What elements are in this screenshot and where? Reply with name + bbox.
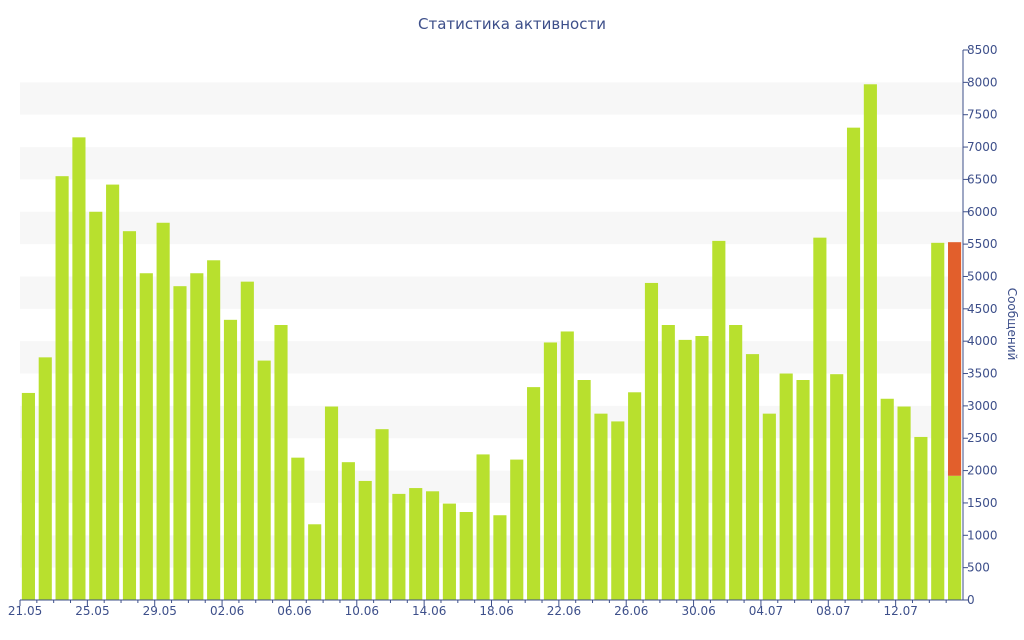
bar [173, 286, 187, 600]
x-tick-label: 14.06 [412, 604, 446, 618]
x-tick-label: 29.05 [143, 604, 177, 618]
bar [139, 273, 153, 600]
bar [611, 421, 625, 600]
y-tick-label: 3000 [967, 399, 998, 413]
bar [830, 374, 844, 600]
bar [729, 325, 743, 600]
bar [628, 392, 642, 600]
x-tick-label: 26.06 [614, 604, 648, 618]
bar [442, 503, 456, 600]
bar [779, 373, 793, 600]
y-tick-label: 8500 [967, 43, 998, 57]
bar [291, 457, 305, 600]
bar [846, 127, 861, 601]
x-tick-label: 10.06 [345, 604, 379, 618]
bar [661, 325, 675, 600]
bar [796, 380, 810, 600]
bar [207, 260, 221, 600]
bar [560, 331, 574, 600]
y-tick-label: 500 [967, 561, 990, 575]
bar [190, 273, 204, 600]
bar [274, 325, 288, 600]
bar [426, 491, 440, 600]
bar [392, 493, 406, 600]
y-tick-label: 2000 [967, 464, 998, 478]
bar [931, 242, 945, 600]
chart-title: Статистика активности [418, 15, 606, 33]
bar [745, 354, 760, 600]
bar [543, 342, 557, 600]
bar [948, 475, 962, 600]
bar [594, 413, 608, 600]
y-tick-label: 0 [967, 593, 975, 607]
bar [510, 459, 524, 600]
x-tick-label: 30.06 [681, 604, 715, 618]
y-tick-label: 4000 [967, 334, 998, 348]
x-tick-label: 22.06 [547, 604, 581, 618]
x-tick-label: 02.06 [210, 604, 244, 618]
x-tick-label: 08.07 [816, 604, 850, 618]
bar [38, 357, 52, 600]
bar [324, 406, 339, 600]
y-tick-label: 4500 [967, 302, 998, 316]
bar [880, 398, 894, 600]
y-tick-label: 6500 [967, 172, 998, 186]
y-tick-label: 5500 [967, 237, 998, 251]
y-tick-label: 3500 [967, 367, 998, 381]
bar [527, 387, 541, 600]
x-tick-label: 25.05 [75, 604, 109, 618]
bar-highlight [948, 242, 962, 476]
bar [644, 282, 659, 600]
bar [863, 84, 877, 601]
bar-series [21, 84, 962, 601]
bar [493, 515, 507, 600]
x-tick-label: 06.06 [277, 604, 311, 618]
bar [72, 137, 86, 600]
bar [257, 360, 271, 600]
bar [762, 413, 776, 600]
x-tick-label: 21.05 [8, 604, 42, 618]
x-tick-label: 12.07 [884, 604, 918, 618]
bar [240, 281, 254, 600]
bar [308, 524, 322, 600]
bar [678, 339, 692, 600]
bar [695, 336, 709, 600]
bar [55, 176, 69, 600]
bar [476, 454, 490, 600]
bar [813, 237, 827, 600]
bar [341, 462, 355, 600]
y-tick-label: 1500 [967, 496, 998, 510]
bar [122, 231, 137, 600]
y-tick-label: 2500 [967, 431, 998, 445]
bar [106, 184, 120, 600]
bar [897, 406, 911, 600]
y-tick-label: 7000 [967, 140, 998, 154]
bar [712, 240, 726, 600]
bar [459, 512, 473, 600]
bar [223, 319, 238, 600]
bar [375, 429, 389, 600]
bar [21, 392, 35, 600]
bar [358, 480, 372, 600]
y-tick-label: 7500 [967, 108, 998, 122]
bar [156, 222, 170, 600]
grid-band [20, 211, 963, 245]
x-tick-label: 04.07 [749, 604, 783, 618]
grid-band [20, 147, 963, 180]
y-tick-label: 6000 [967, 205, 998, 219]
bar [914, 436, 928, 600]
x-tick-label: 18.06 [479, 604, 513, 618]
bar [577, 380, 591, 600]
y-tick-label: 8000 [967, 75, 998, 89]
y-tick-label: 5000 [967, 269, 998, 283]
bar [89, 211, 103, 600]
grid-band [20, 82, 963, 115]
y-tick-label: 1000 [967, 528, 998, 542]
bar [409, 488, 423, 600]
y-axis-label: Сообщений [1005, 288, 1019, 361]
axes: 0 500 1000 1500 2000 2500 3000 3500 4000 4500 5000… [8, 43, 998, 618]
